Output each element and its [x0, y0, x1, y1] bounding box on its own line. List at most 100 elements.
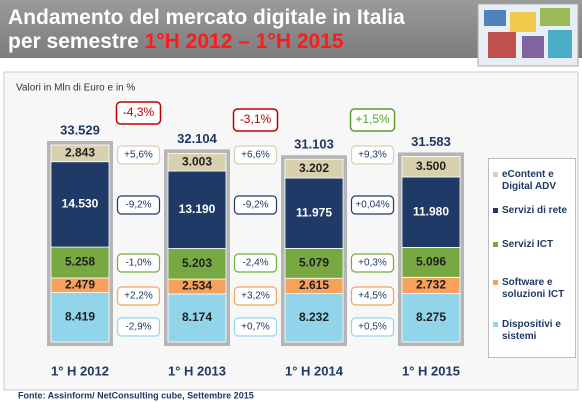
value-label: 2.843: [65, 146, 95, 160]
source: Fonte: Assinform/ NetConsulting cube, Se…: [18, 390, 254, 400]
collage: [477, 3, 579, 67]
value-label: 8.174: [182, 310, 212, 324]
value-label: 5.203: [182, 256, 212, 270]
value-label: 2.615: [299, 278, 329, 292]
title: Andamento del mercato digitale in Italia: [8, 6, 405, 29]
bar-segment: [167, 152, 227, 172]
total-label: 33.529: [60, 122, 100, 137]
change-box: [350, 195, 395, 215]
change-box: [233, 317, 278, 337]
legend-swatch: [493, 172, 498, 177]
subtitle: Valori in Mln di Euro e in %: [16, 83, 135, 94]
value-label: 8.275: [416, 310, 446, 324]
total-change-box: [349, 108, 396, 132]
total-label: 31.583: [411, 134, 451, 149]
change-box: [350, 145, 395, 165]
change-label: -9,2%: [242, 200, 268, 211]
bar-segment: [284, 293, 344, 343]
change-label: +9,3%: [358, 150, 387, 161]
title-highlight: 1°H 2012 – 1°H 2015: [144, 30, 344, 53]
legend-swatch: [493, 208, 498, 213]
legend-swatch: [493, 242, 498, 247]
bar-segment: [50, 144, 110, 163]
change-box: [233, 145, 278, 165]
change-label: +6,6%: [241, 150, 270, 161]
change-label: -2,4%: [242, 258, 268, 269]
total-label: 31.103: [294, 137, 334, 152]
value-label: 2.479: [65, 277, 95, 291]
total-change-label: +1,5%: [355, 112, 390, 126]
x-tick-label: 1° H 2012: [51, 363, 109, 378]
change-label: +2,2%: [124, 291, 153, 302]
value-label: 3.003: [182, 154, 212, 168]
value-label: 8.419: [65, 309, 95, 323]
legend-label: Servizi ICT: [502, 239, 554, 250]
value-label: 13.190: [179, 202, 216, 216]
change-label: -2,9%: [125, 322, 151, 333]
bar-segment: [50, 161, 110, 248]
bar-segment: [167, 170, 227, 249]
value-label: 3.202: [299, 161, 329, 175]
change-box: [350, 317, 395, 337]
value-label: 5.096: [416, 255, 446, 269]
value-label: 5.079: [299, 256, 329, 270]
value-label: 11.980: [413, 204, 449, 218]
value-label: 14.530: [62, 197, 99, 211]
legend-item: eContent e Digital ADV: [493, 169, 575, 193]
bar-segment: [284, 248, 344, 279]
change-label: +0,3%: [358, 258, 387, 269]
bar-segment: [167, 248, 227, 280]
legend-item: Dispositivi e sistemi: [493, 319, 575, 343]
change-box: [350, 286, 395, 306]
bar-segment: [50, 292, 110, 343]
bar-segment: [401, 156, 461, 178]
legend-item: Software e soluzioni ICT: [493, 277, 575, 301]
legend-label: eContent e Digital ADV: [502, 169, 557, 192]
change-label: -9,2%: [125, 200, 151, 211]
title-text: per semestre: [8, 30, 139, 53]
legend-label: Servizi di rete: [502, 205, 568, 216]
value-label: 2.534: [182, 279, 212, 293]
change-box: [350, 253, 395, 273]
change-box: [116, 145, 161, 165]
total-change-box: [115, 101, 162, 125]
legend-swatch: [493, 322, 498, 327]
change-box: [116, 317, 161, 337]
value-label: 3.500: [416, 159, 446, 173]
bar-segment: [50, 246, 110, 279]
change-label: +0,5%: [358, 322, 387, 333]
bar-segment: [284, 177, 344, 249]
x-tick-label: 1° H 2014: [285, 363, 344, 378]
total-change-box: [232, 108, 279, 132]
legend-swatch: [493, 280, 498, 285]
change-box: [116, 286, 161, 306]
legend-label: Dispositivi e sistemi: [502, 319, 561, 342]
change-label: +3,2%: [241, 291, 270, 302]
x-tick-label: 1° H 2013: [168, 363, 226, 378]
change-box: [116, 253, 161, 273]
value-label: 8.232: [299, 310, 329, 324]
value-label: 5.258: [65, 255, 95, 269]
change-box: [116, 195, 161, 215]
change-box: [233, 195, 278, 215]
total-change-label: -4,3%: [123, 105, 155, 119]
change-label: +0,7%: [241, 322, 270, 333]
change-label: +5,6%: [124, 150, 153, 161]
value-label: 11.975: [296, 205, 332, 219]
legend-label: Software e soluzioni ICT: [502, 277, 565, 300]
legend: Dispositivi e sistemi Software e soluzion…: [488, 158, 576, 358]
change-box: [233, 253, 278, 273]
change-label: +0,04%: [355, 200, 389, 211]
legend-item: Servizi ICT: [493, 239, 575, 251]
bar-segment: [401, 176, 461, 248]
x-tick-label: 1° H 2015: [402, 363, 460, 378]
title-line2: per semestre 1°H 2012 – 1°H 2015: [8, 30, 344, 54]
change-box: [233, 286, 278, 306]
value-label: 2.732: [416, 278, 446, 292]
total-change-label: -3,1%: [240, 112, 272, 126]
bar-segment: [284, 158, 344, 179]
change-label: -1,0%: [125, 258, 151, 269]
total-label: 32.104: [177, 131, 218, 146]
